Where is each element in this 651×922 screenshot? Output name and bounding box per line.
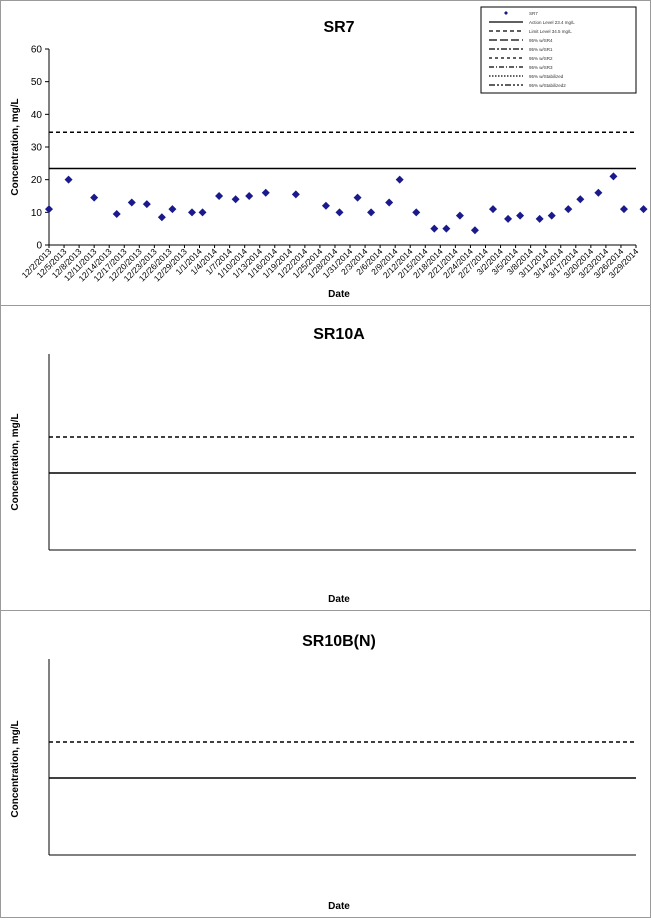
y-tick-label: 30 [31, 143, 43, 154]
legend-label: 95% w/SR3 [529, 65, 553, 70]
data-point [609, 172, 618, 181]
y-tick-label: 0 [36, 241, 42, 252]
data-point [112, 209, 121, 218]
data-point [45, 205, 53, 214]
y-tick-label: 10 [31, 208, 43, 219]
chart-sr10a: SR10A Concentration, mg/L Date [10, 326, 636, 605]
chart-sr10b: SR10B(N) Concentration, mg/L Date [10, 633, 636, 912]
legend-label: Action Level 23.4 mg/L [529, 20, 575, 25]
legend-label: SR7 [529, 11, 538, 16]
data-point [127, 198, 136, 207]
legend-label: 95% w/Stabilized2 [529, 83, 566, 88]
data-point [594, 188, 603, 197]
y-tick-label: 60 [31, 45, 43, 56]
data-point [231, 195, 240, 204]
data-point [516, 211, 525, 220]
data-point [489, 205, 498, 214]
data-point [215, 192, 224, 200]
y-tick-label: 20 [31, 175, 43, 186]
data-point [430, 224, 439, 233]
x-axis-label: Date [328, 594, 350, 605]
chart-title: SR10A [313, 326, 365, 343]
y-tick-label: 50 [31, 77, 43, 88]
chart-panel-sr10a: SR10A Concentration, mg/L Date [0, 305, 651, 612]
chart-panel-sr7: SR7 Concentration, mg/L Date 0 10 20 30 40 50 60 1… [0, 0, 651, 307]
data-point [353, 193, 362, 202]
y-axis-label: Concentration, mg/L [10, 98, 21, 195]
data-point [639, 205, 648, 214]
data-point [367, 208, 376, 217]
data-point [168, 205, 177, 214]
legend-box [480, 6, 637, 94]
data-point [504, 214, 513, 223]
data-point [335, 208, 344, 217]
data-point [576, 195, 585, 204]
legend-label: Limit Level 34.5 mg/L [529, 29, 572, 34]
data-point [321, 201, 330, 210]
data-point [455, 211, 464, 220]
data-point [142, 200, 151, 209]
data-point [412, 208, 421, 217]
legend-marker [504, 11, 508, 15]
legend-label: 95% w/Stabilized [529, 74, 564, 79]
data-point [291, 190, 300, 199]
data-point [385, 198, 394, 207]
y-axis-label: Concentration, mg/L [10, 413, 21, 510]
data-point [90, 193, 99, 202]
data-point [564, 205, 573, 214]
y-axis-label: Concentration, mg/L [10, 720, 21, 817]
legend-label: 95% w/SR2 [529, 56, 553, 61]
data-point [245, 192, 254, 200]
x-axis-label: Date [328, 289, 350, 300]
legend-label: 95% w/SR1 [529, 47, 553, 52]
chart-title: SR10B(N) [302, 633, 376, 650]
data-point [157, 213, 166, 222]
data-point [547, 211, 556, 220]
chart-panel-sr10b: SR10B(N) Concentration, mg/L Date [0, 610, 651, 918]
data-point [198, 208, 207, 217]
data-point [395, 175, 404, 184]
data-point [535, 214, 544, 223]
data-point [187, 208, 196, 217]
chart-title: SR7 [323, 19, 354, 36]
data-point [442, 224, 451, 233]
x-axis-label: Date [328, 901, 350, 912]
data-point [470, 226, 479, 235]
data-point [64, 175, 73, 184]
data-point [619, 205, 628, 214]
data-point [261, 188, 270, 197]
y-tick-label: 40 [31, 110, 43, 121]
legend-label: 95% w/SR4 [529, 38, 553, 43]
